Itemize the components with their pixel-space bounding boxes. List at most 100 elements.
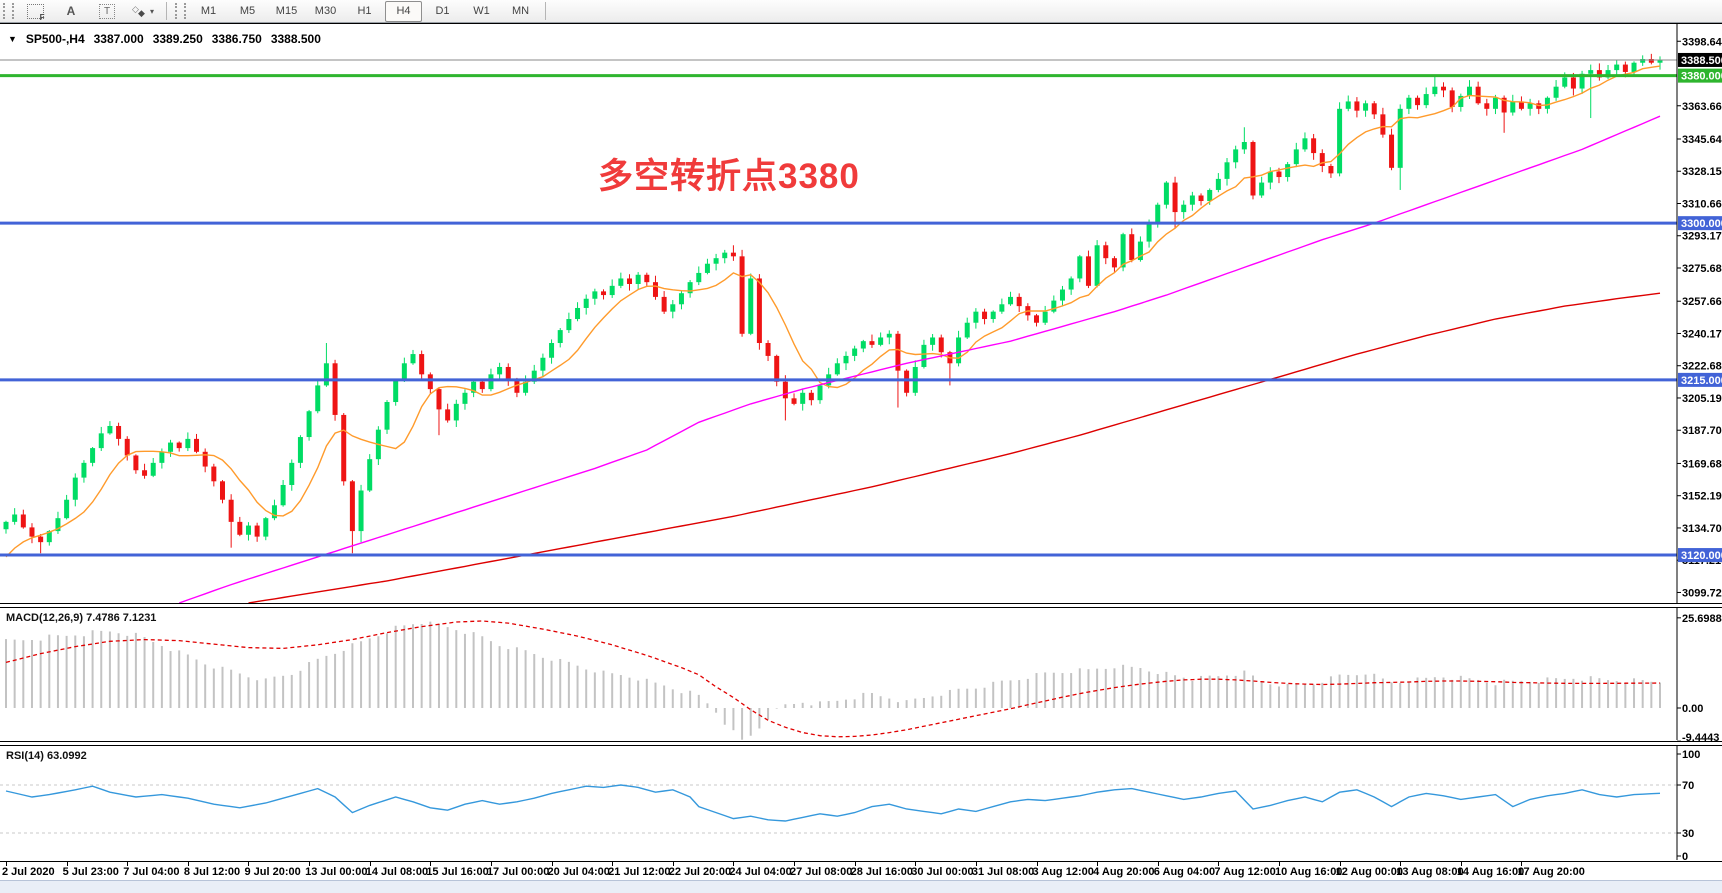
timeframe-button-m15[interactable]: M15 [275,5,298,17]
svg-text:3120.000: 3120.000 [1681,550,1722,562]
text-tool-button[interactable]: A [54,1,88,22]
date-label: 3 Aug 12:00 [1032,866,1094,878]
timeframe-button-m30[interactable]: M30 [314,5,337,17]
date-tick [672,862,674,866]
status-strip [0,880,1722,893]
date-label: 24 Jul 04:00 [729,866,792,878]
date-tick [369,862,371,866]
auto-scroll-button[interactable]: F [18,1,52,22]
ohlc-high: 3389.250 [152,32,203,46]
timeframe-button-group: M1 M5 M15 M30 H1 H4 D1 W1 MN [189,0,540,22]
date-tick [6,862,7,866]
timeframe-button-w1[interactable]: W1 [473,5,490,17]
date-label: 28 Jul 16:00 [850,866,914,878]
svg-text:70: 70 [1682,780,1694,792]
rsi-chart[interactable]: 100 70 30 0 [0,746,1722,861]
date-tick [1157,862,1159,866]
text-label-icon: T [99,3,115,19]
date-label: 30 Jul 00:00 [911,866,974,878]
date-tick [612,862,614,866]
svg-text:3240.170: 3240.170 [1682,328,1722,340]
timeframe-button-d1[interactable]: D1 [435,5,450,17]
main-chart[interactable]: 3398.640 3363.660 3345.640 3328.150 3310.660… [0,24,1722,603]
date-tick [1521,862,1523,866]
date-tick [551,862,553,866]
date-tick [794,862,796,866]
svg-text:30: 30 [1682,828,1694,840]
rsi-panel: 100 70 30 0 RSI(14) 63.0992 [0,745,1722,862]
date-label: 7 Aug 12:00 [1214,866,1276,878]
svg-text:3310.660: 3310.660 [1682,198,1722,210]
ohlc-close: 3388.500 [270,32,321,46]
svg-text:100: 100 [1682,749,1700,761]
timeframe-button-h1[interactable]: H1 [357,5,372,17]
date-label: 13 Jul 00:00 [305,866,368,878]
svg-text:-9.4443: -9.4443 [1682,732,1719,741]
text-a-icon: A [66,4,76,18]
date-tick [1339,862,1341,866]
date-label: 17 Aug 20:00 [1517,866,1585,878]
date-label: 14 Aug 16:00 [1456,866,1525,878]
svg-text:3388.500: 3388.500 [1681,55,1722,67]
timeframe-button-mn[interactable]: MN [511,5,530,17]
svg-text:3099.720: 3099.720 [1682,587,1722,599]
date-label: 17 Jul 00:00 [486,866,550,878]
svg-text:0: 0 [1682,851,1688,861]
date-tick [187,862,189,866]
svg-text:3215.000: 3215.000 [1681,375,1722,387]
svg-text:3205.190: 3205.190 [1682,393,1722,405]
date-tick [975,862,977,866]
date-label: 12 Aug 00:00 [1335,866,1404,878]
text-label-button[interactable]: T [90,1,124,22]
date-tick [915,862,917,866]
svg-text:25.6988: 25.6988 [1682,613,1722,625]
toolbar-grip-icon[interactable] [175,3,186,19]
ohlc-low: 3386.750 [211,32,262,46]
date-label: 7 Jul 04:00 [123,866,180,878]
date-label: 4 Aug 20:00 [1093,866,1155,878]
macd-panel: 25.6988 0.00 -9.4443 MACD(12,26,9) 7.4786 … [0,607,1722,742]
date-label: 13 Aug 08:00 [1396,866,1464,878]
timeframe-button-h4[interactable]: H4 [385,0,422,22]
date-tick [1400,862,1402,866]
date-tick [490,862,492,866]
svg-text:3345.640: 3345.640 [1682,134,1722,146]
date-axis[interactable]: 2 Jul 2020 5 Jul 23:00 7 Jul 04:00 8 Jul 12… [0,862,1722,880]
svg-text:3293.170: 3293.170 [1682,231,1722,243]
symbol-timeframe: SP500-,H4 [25,32,85,46]
date-tick [1218,862,1220,866]
chart-title: ▼ SP500-,H4 3387.000 3389.250 3386.750 3… [8,32,321,46]
date-label: 2 Jul 2020 [2,866,55,878]
svg-text:3257.660: 3257.660 [1682,296,1722,308]
date-label: 5 Jul 23:00 [62,866,119,878]
macd-chart[interactable]: 25.6988 0.00 -9.4443 [0,608,1722,741]
chevron-down-icon: ▾ [149,6,154,16]
ohlc-open: 3387.000 [93,32,144,46]
date-tick [1278,862,1280,866]
chart-text-annotation[interactable]: 多空转折点3380 [598,157,860,196]
svg-text:3363.660: 3363.660 [1682,101,1722,113]
shapes-button[interactable]: ◇ ◆ ▾ [126,1,160,22]
date-label: 6 Aug 04:00 [1153,866,1216,878]
svg-text:3152.190: 3152.190 [1682,491,1722,503]
date-tick [430,862,432,866]
timeframe-button-m5[interactable]: M5 [239,5,256,17]
svg-text:3187.700: 3187.700 [1682,425,1722,437]
rsi-label: RSI(14) 63.0992 [6,750,87,762]
date-label: 22 Jul 20:00 [668,866,732,878]
date-tick [309,862,311,866]
toolbar-separator [166,2,167,20]
main-chart-panel: 3398.640 3363.660 3345.640 3328.150 3310.660… [0,23,1722,604]
date-tick [248,862,250,866]
svg-text:3169.680: 3169.680 [1682,458,1722,470]
timeframe-button-m1[interactable]: M1 [200,5,217,17]
date-tick [854,862,856,866]
chart-dropdown-icon[interactable]: ▼ [8,34,17,44]
date-label: 9 Jul 20:00 [244,866,301,878]
svg-text:3275.680: 3275.680 [1682,263,1722,275]
date-label: 21 Jul 12:00 [608,866,671,878]
toolbar-grip-icon[interactable] [3,3,14,19]
date-tick [127,862,129,866]
date-label: 31 Jul 08:00 [971,866,1035,878]
